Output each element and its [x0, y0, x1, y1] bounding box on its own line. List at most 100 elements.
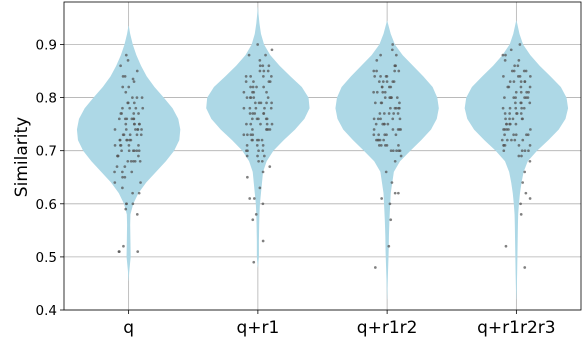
data-point	[252, 80, 255, 84]
data-point	[254, 213, 258, 216]
data-point	[519, 213, 523, 216]
data-point	[135, 133, 139, 137]
data-point	[383, 96, 387, 99]
data-point	[251, 218, 255, 222]
data-point	[385, 80, 389, 84]
data-point	[246, 175, 249, 179]
data-point	[261, 144, 265, 147]
data-point	[372, 133, 376, 137]
data-point	[373, 266, 377, 269]
data-point	[266, 69, 270, 73]
data-point	[510, 138, 513, 142]
data-point	[127, 149, 131, 153]
data-point	[399, 128, 402, 131]
data-point	[124, 128, 128, 131]
data-point	[137, 122, 141, 126]
data-point	[270, 74, 273, 78]
data-point	[121, 133, 125, 137]
data-point	[263, 106, 266, 110]
data-point	[135, 69, 139, 73]
data-point	[269, 106, 273, 110]
data-point	[251, 133, 255, 137]
data-point	[251, 112, 255, 115]
data-point	[510, 69, 514, 73]
data-point	[131, 191, 134, 195]
data-point	[121, 74, 125, 78]
data-point	[258, 186, 262, 190]
x-tick-label: q+r1r2r3	[477, 318, 555, 338]
data-point	[132, 122, 136, 126]
data-point	[132, 80, 136, 84]
data-point	[384, 74, 388, 78]
data-point	[131, 96, 134, 99]
data-point	[375, 59, 379, 62]
data-point	[136, 128, 140, 131]
data-point	[264, 117, 268, 121]
data-point	[115, 165, 119, 168]
data-point	[388, 202, 392, 206]
data-point	[392, 80, 396, 84]
data-point	[257, 149, 260, 153]
data-point	[378, 138, 382, 142]
data-point	[524, 191, 528, 195]
data-point	[389, 149, 393, 153]
data-point	[391, 149, 395, 153]
data-point	[398, 101, 401, 105]
data-point	[372, 117, 376, 121]
y-tick-label: 0.4	[36, 303, 57, 319]
data-point	[258, 69, 262, 73]
data-point	[383, 144, 387, 147]
data-point	[373, 74, 377, 78]
data-point	[139, 133, 143, 137]
data-point	[508, 122, 511, 126]
data-point	[516, 64, 520, 68]
data-point	[517, 59, 521, 62]
data-point	[524, 96, 528, 99]
data-point	[260, 138, 264, 142]
data-point	[122, 244, 125, 248]
data-point	[508, 112, 511, 115]
data-point	[501, 53, 505, 57]
data-point	[245, 149, 248, 153]
data-point	[118, 138, 122, 142]
data-point	[519, 80, 523, 84]
data-point	[512, 69, 516, 73]
data-point	[259, 122, 262, 126]
data-point	[529, 74, 532, 78]
data-point	[522, 69, 526, 73]
data-point	[375, 69, 378, 73]
data-point	[251, 85, 255, 89]
data-point	[501, 106, 505, 110]
data-point	[508, 117, 511, 121]
data-point	[397, 106, 401, 110]
data-point	[390, 48, 394, 52]
data-point	[528, 101, 532, 105]
data-point	[257, 101, 261, 105]
data-point	[132, 101, 136, 105]
data-point	[251, 128, 254, 131]
data-point	[503, 128, 507, 131]
data-point	[261, 170, 265, 174]
data-point	[244, 74, 248, 78]
data-point	[379, 117, 382, 121]
data-point	[242, 90, 246, 94]
y-axis-label: Similarity	[12, 117, 32, 197]
data-point	[254, 106, 258, 110]
data-point	[255, 138, 259, 142]
data-point	[252, 90, 256, 94]
data-point	[528, 159, 532, 163]
data-point	[127, 144, 131, 147]
data-point	[381, 90, 385, 94]
data-point	[373, 101, 377, 105]
data-point	[391, 128, 395, 131]
data-point	[132, 117, 136, 121]
data-point	[514, 122, 518, 126]
data-point	[512, 96, 516, 99]
data-point	[249, 96, 253, 99]
data-point	[513, 138, 517, 142]
data-point	[248, 106, 252, 110]
data-point	[250, 117, 254, 121]
data-point	[249, 133, 253, 137]
data-point	[245, 154, 249, 158]
